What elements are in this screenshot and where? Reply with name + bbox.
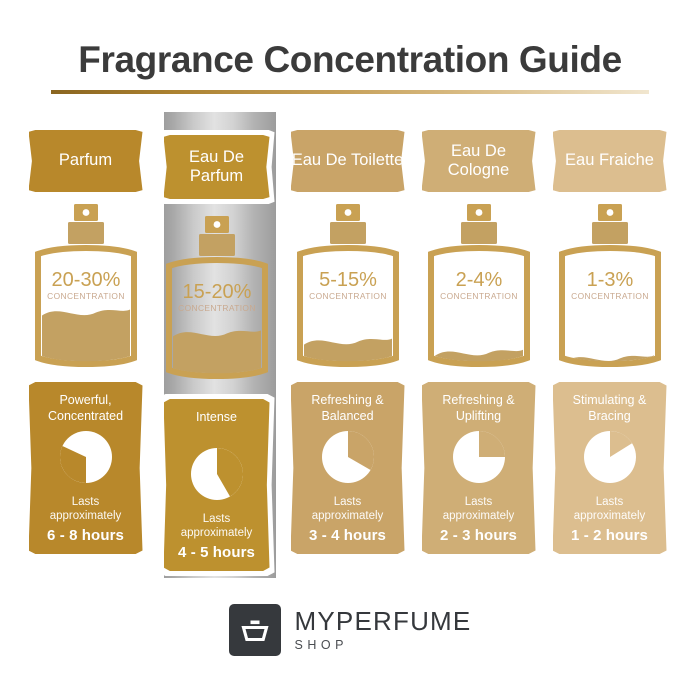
duration-card-wrapper: Powerful, Concentrated Lasts approximatel… <box>28 382 143 554</box>
card-hours-value: 3 - 4 hours <box>309 527 386 544</box>
longevity-pie-chart <box>59 431 112 483</box>
column-grid: Parfum 20-30% CONCENTRATION Powerful, Conce… <box>26 130 674 576</box>
column-eau-de-toilette: Eau De Toilette 5-15% CONCENTRATION Refresh… <box>288 130 407 576</box>
duration-card-wrapper: Refreshing & Uplifting Lasts approximatel… <box>421 382 536 554</box>
column-parfum: Parfum 20-30% CONCENTRATION Powerful, Conce… <box>26 130 145 576</box>
column-eau-fraiche: Eau Fraiche 1-3% CONCENTRATION Stimulating … <box>550 130 669 576</box>
longevity-pie-chart <box>583 431 636 483</box>
card-mood-text: Intense <box>195 410 237 424</box>
featured-header-frame: Eau De Parfum <box>158 130 275 204</box>
svg-text:2-4%: 2-4% <box>455 269 502 291</box>
svg-text:CONCENTRATION: CONCENTRATION <box>440 291 518 301</box>
longevity-pie-chart <box>452 431 505 483</box>
perfume-bottle-mark-icon <box>228 604 281 656</box>
svg-text:5-15%: 5-15% <box>319 269 377 291</box>
card-lasts-label: Lasts approximately <box>49 495 122 523</box>
card-hours-value: 2 - 3 hours <box>440 527 517 544</box>
card-lasts-label: Lasts approximately <box>442 495 515 523</box>
perfume-bottle-icon: 5-15% CONCENTRATION <box>288 202 407 372</box>
duration-card[interactable]: Stimulating & Bracing Lasts approximately… <box>552 382 667 554</box>
column-header-plate[interactable]: Parfum <box>28 130 143 192</box>
column-header-plate[interactable]: Eau De Cologne <box>421 130 536 192</box>
column-header-label: Eau Fraiche <box>565 151 654 170</box>
duration-card-wrapper: Stimulating & Bracing Lasts approximately… <box>552 382 667 554</box>
column-eau-de-parfum: Eau De Parfum 15-20% CONCENTRATION Intense L… <box>157 130 276 576</box>
card-mood-text: Refreshing & Balanced <box>311 393 384 423</box>
page-title-block: Fragrance Concentration Guide <box>0 39 700 94</box>
brand-wordmark: MYPERFUME SHOP <box>295 608 472 652</box>
svg-text:15-20%: 15-20% <box>182 281 251 303</box>
card-lasts-label: Lasts approximately <box>180 512 253 540</box>
perfume-bottle-icon: 20-30% CONCENTRATION <box>26 202 145 372</box>
duration-card-wrapper: Intense Lasts approximately 4 - 5 hours <box>158 394 275 576</box>
card-mood-text: Refreshing & Uplifting <box>442 393 515 423</box>
longevity-pie-chart <box>190 448 243 500</box>
column-header-plate[interactable]: Eau De Parfum <box>163 135 270 199</box>
column-header-label: Eau De Cologne <box>447 141 510 179</box>
longevity-pie-chart <box>321 431 374 483</box>
duration-card[interactable]: Refreshing & Uplifting Lasts approximatel… <box>421 382 536 554</box>
page-title: Fragrance Concentration Guide <box>78 39 622 80</box>
column-eau-de-cologne: Eau De Cologne 2-4% CONCENTRATION Refreshin… <box>419 130 538 576</box>
title-underline-rule <box>51 89 649 94</box>
card-hours-value: 4 - 5 hours <box>178 544 255 561</box>
svg-text:CONCENTRATION: CONCENTRATION <box>571 291 649 301</box>
brand-logo[interactable]: MYPERFUME SHOP <box>0 604 700 656</box>
perfume-bottle-icon: 2-4% CONCENTRATION <box>419 202 538 372</box>
card-hours-value: 6 - 8 hours <box>47 527 124 544</box>
column-header-label: Eau De Toilette <box>291 151 404 170</box>
card-mood-text: Stimulating & Bracing <box>572 393 647 423</box>
svg-text:CONCENTRATION: CONCENTRATION <box>178 303 256 313</box>
duration-card-wrapper: Refreshing & Balanced Lasts approximately… <box>290 382 405 554</box>
column-header-label: Parfum <box>58 151 113 170</box>
svg-text:CONCENTRATION: CONCENTRATION <box>309 291 387 301</box>
duration-card[interactable]: Powerful, Concentrated Lasts approximatel… <box>28 382 143 554</box>
svg-text:CONCENTRATION: CONCENTRATION <box>47 291 125 301</box>
brand-subtitle: SHOP <box>294 638 348 653</box>
card-hours-value: 1 - 2 hours <box>571 527 648 544</box>
perfume-bottle-icon: 15-20% CONCENTRATION <box>157 214 276 384</box>
column-header-label: Eau De Parfum <box>188 147 245 185</box>
svg-text:20-30%: 20-30% <box>51 269 120 291</box>
column-header-plate[interactable]: Eau De Toilette <box>290 130 405 192</box>
svg-text:1-3%: 1-3% <box>586 269 633 291</box>
column-header-plate[interactable]: Eau Fraiche <box>552 130 667 192</box>
card-lasts-label: Lasts approximately <box>573 495 646 523</box>
duration-card[interactable]: Refreshing & Balanced Lasts approximately… <box>290 382 405 554</box>
duration-card[interactable]: Intense Lasts approximately 4 - 5 hours <box>163 399 270 571</box>
perfume-bottle-icon: 1-3% CONCENTRATION <box>550 202 669 372</box>
brand-name: MYPERFUME <box>294 606 472 637</box>
card-lasts-label: Lasts approximately <box>311 495 384 523</box>
card-mood-text: Powerful, Concentrated <box>47 393 124 423</box>
